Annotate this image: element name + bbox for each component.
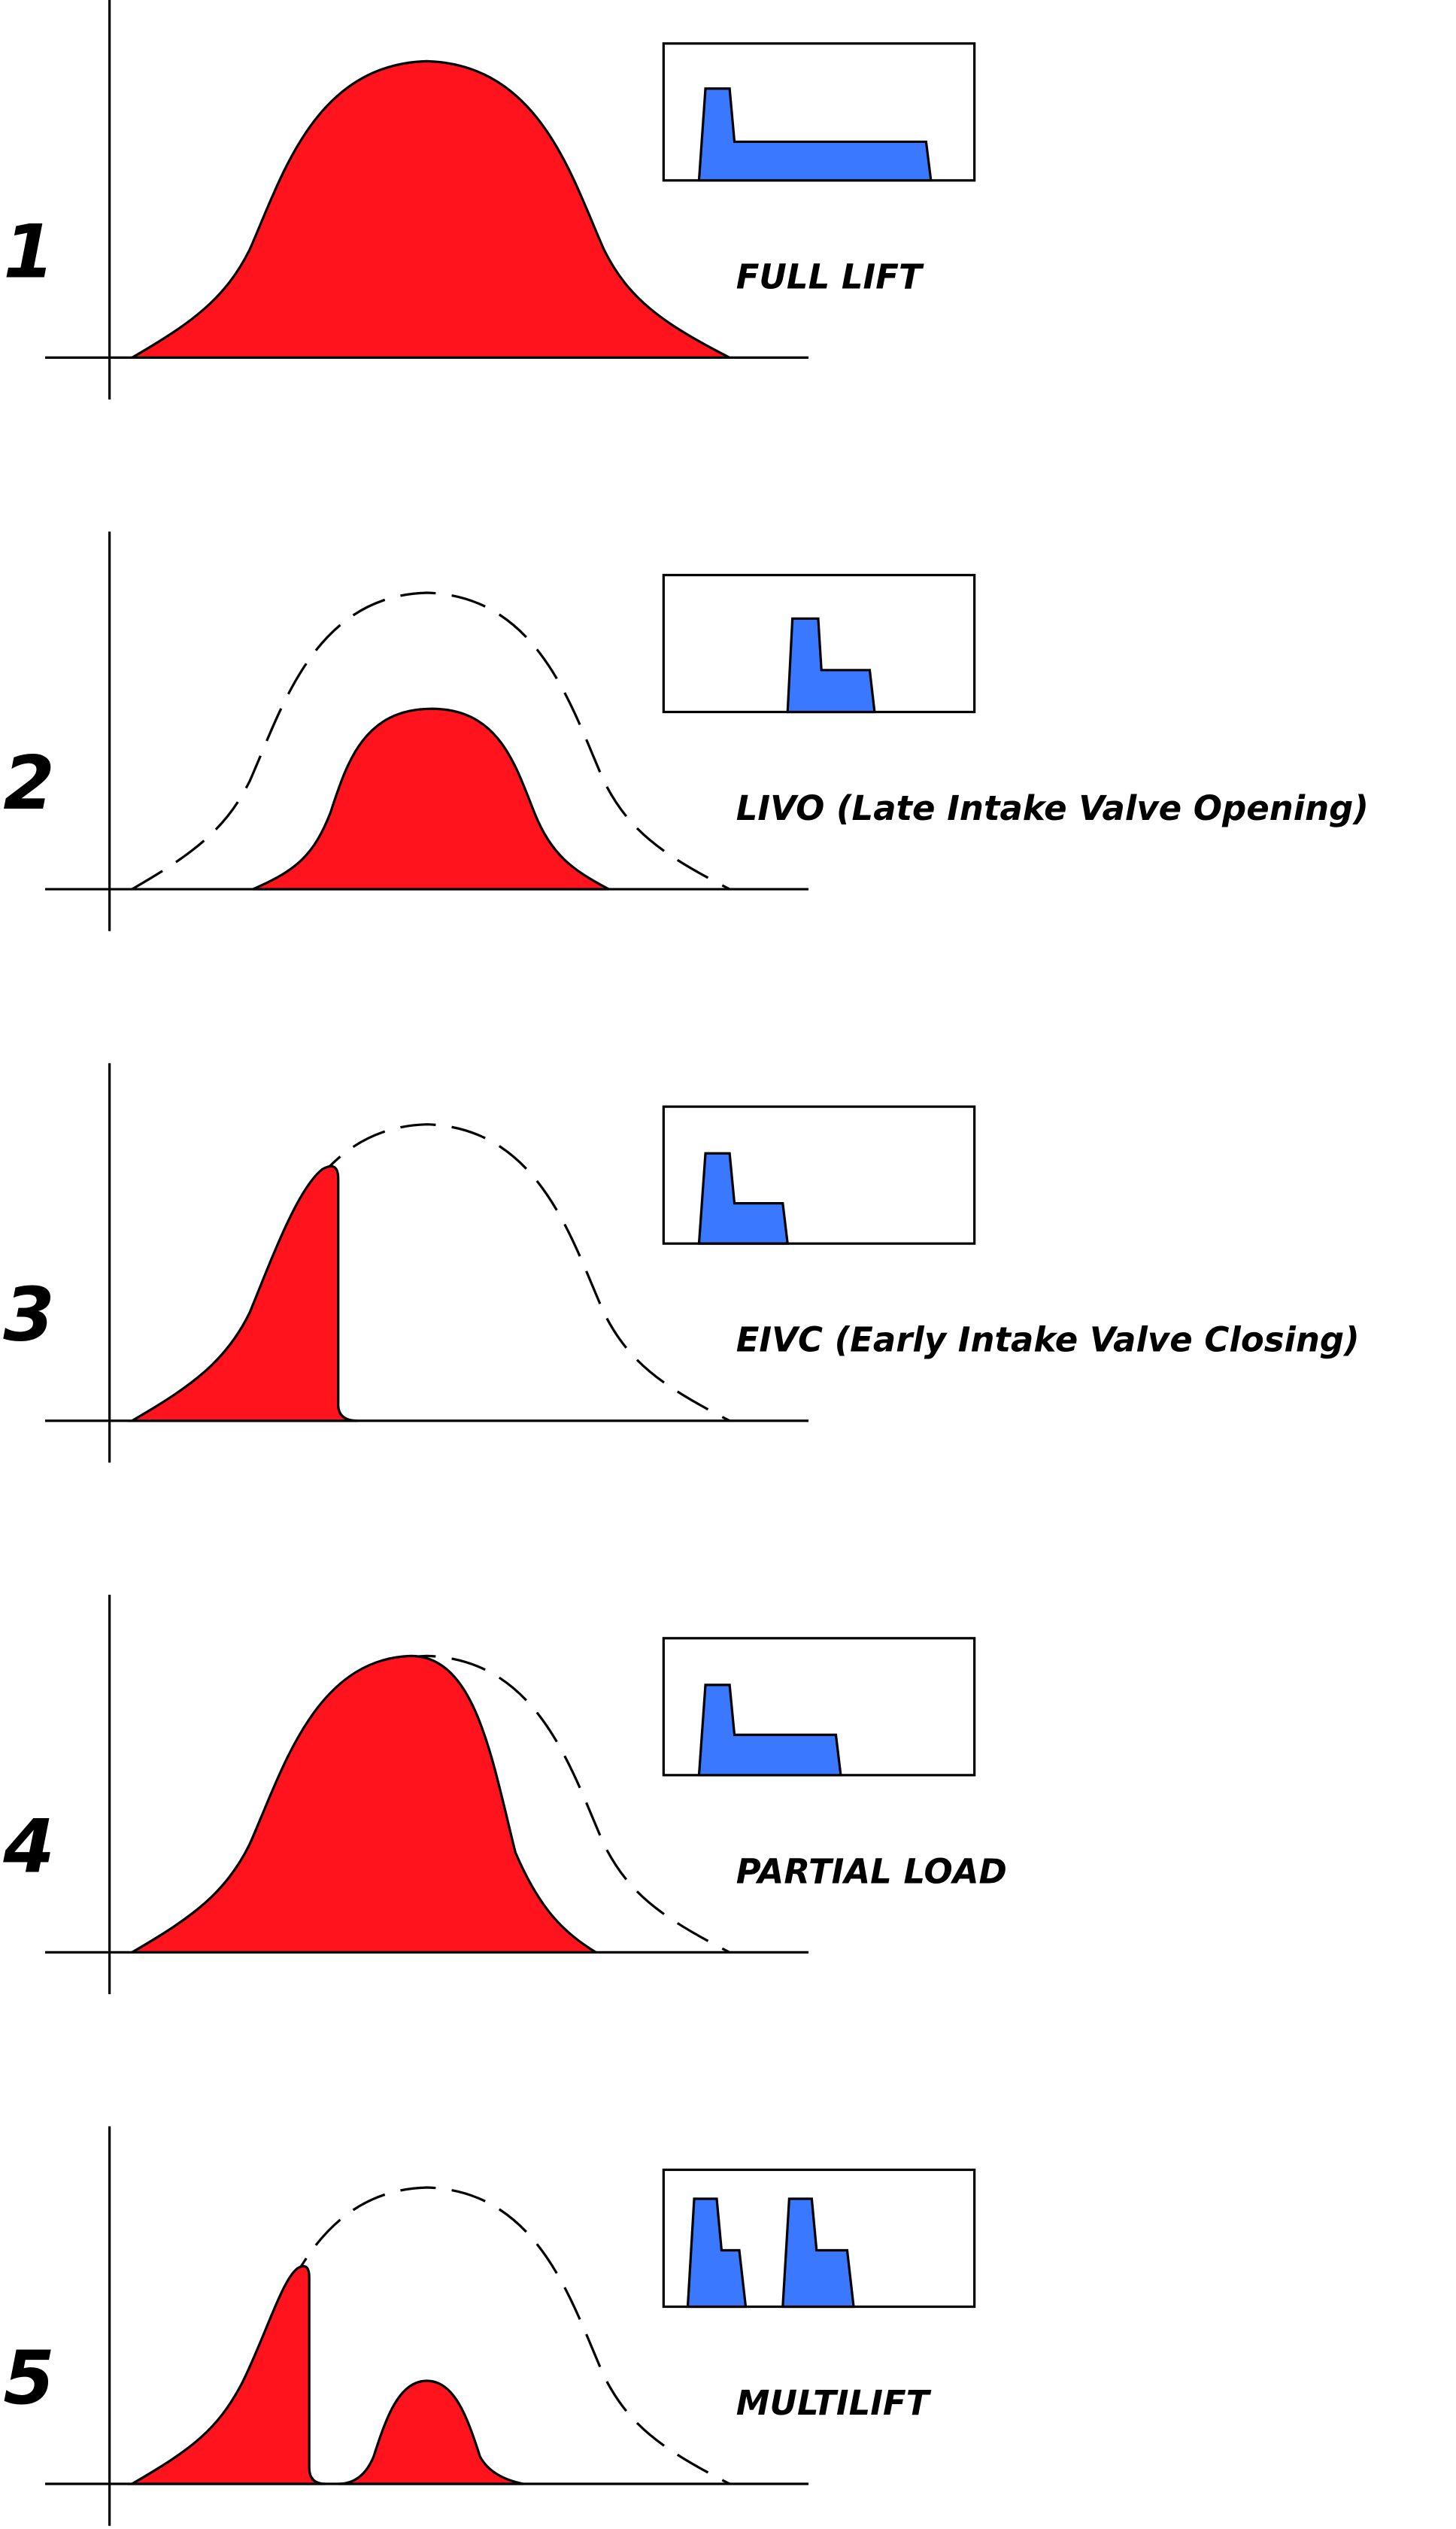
- panel-label: LIVO (Late Intake Valve Opening): [736, 788, 1369, 828]
- actuation-pulse: [781, 2197, 855, 2309]
- lift-profile: [127, 59, 730, 359]
- panel: 3 EIVC (Early Intake Valve Closing): [3, 1063, 1360, 1463]
- panel-label: FULL LIFT: [736, 257, 924, 296]
- panel: 2 LIVO (Late Intake Valve Opening): [3, 531, 1369, 931]
- panel-number: 2: [3, 741, 55, 827]
- lift-profile: [338, 2379, 524, 2485]
- panel-number: 3: [3, 1273, 55, 1359]
- full-lift-reference: [131, 591, 730, 891]
- panel-number: 4: [2, 1804, 55, 1890]
- panel-label: EIVC (Early Intake Valve Closing): [736, 1320, 1360, 1360]
- lift-profile: [127, 1654, 601, 1954]
- actuation-pulse: [697, 87, 933, 182]
- actuation-pulse: [697, 1152, 790, 1245]
- lift-profile: [252, 707, 610, 891]
- panel: 1 FULL LIFT: [3, 0, 976, 400]
- actuation-pulse: [697, 1683, 842, 1777]
- panel-number: 5: [3, 2336, 55, 2421]
- lift-profile: [127, 2265, 326, 2485]
- actuation-pulse: [686, 2197, 748, 2309]
- panel: 4 PARTIAL LOAD: [2, 1594, 1007, 1995]
- panel-number: 1: [3, 209, 55, 295]
- lift-profile: [127, 1164, 358, 1422]
- panel-label: PARTIAL LOAD: [736, 1851, 1007, 1891]
- panel: 5 MULTILIFT: [3, 2126, 976, 2526]
- panel-label: MULTILIFT: [736, 2383, 932, 2423]
- actuation-pulse: [786, 617, 876, 714]
